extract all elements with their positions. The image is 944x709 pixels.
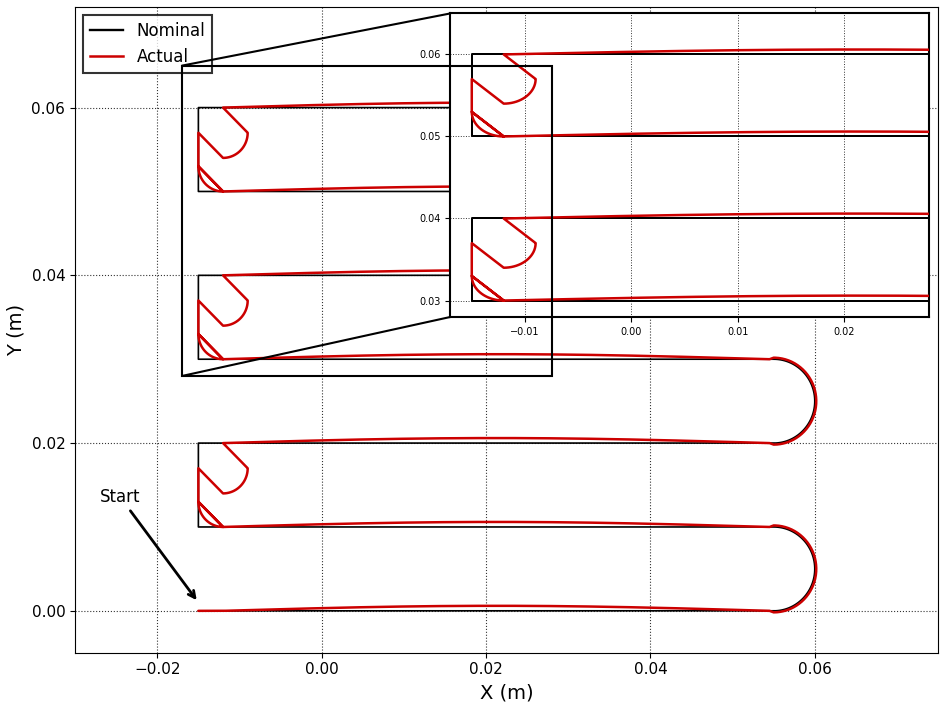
Y-axis label: Y (m): Y (m): [7, 303, 25, 356]
Bar: [182, 66, 551, 376]
Legend: Nominal, Actual: Nominal, Actual: [83, 16, 212, 73]
Text: Start: Start: [100, 488, 194, 598]
X-axis label: X (m): X (m): [480, 683, 532, 702]
